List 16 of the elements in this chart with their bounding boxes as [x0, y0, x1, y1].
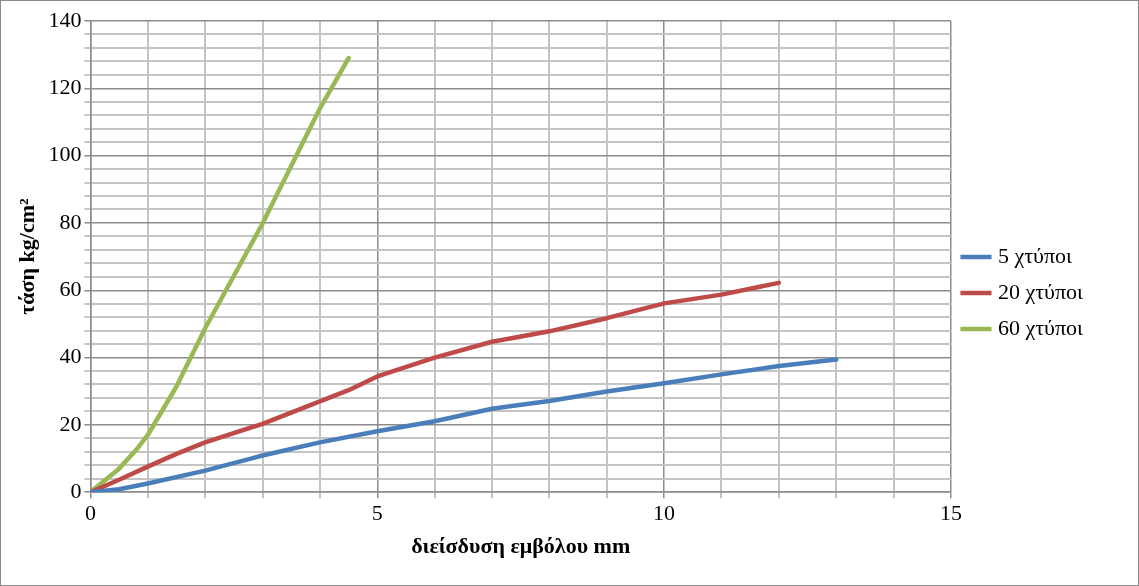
y-tick-label: 20 — [59, 410, 82, 436]
legend-label: 5 χτύποι — [997, 242, 1073, 268]
y-tick-label: 100 — [48, 141, 82, 167]
y-tick-label: 0 — [70, 477, 82, 503]
legend-label: 60 χτύποι — [997, 314, 1084, 340]
y-tick-label: 80 — [59, 208, 82, 234]
legend-label: 20 χτύποι — [997, 278, 1084, 304]
y-tick-label: 40 — [59, 343, 82, 369]
y-tick-label: 140 — [48, 6, 82, 32]
x-tick-label: 5 — [371, 500, 383, 526]
y-tick-label: 60 — [59, 276, 82, 302]
x-tick-label: 10 — [653, 500, 676, 526]
y-axis-title: τάση kg/cm² — [13, 197, 39, 315]
y-tick-label: 120 — [48, 74, 82, 100]
x-tick-label: 15 — [939, 500, 962, 526]
x-axis-title: διείσδυση εμβόλου mm — [411, 533, 631, 559]
